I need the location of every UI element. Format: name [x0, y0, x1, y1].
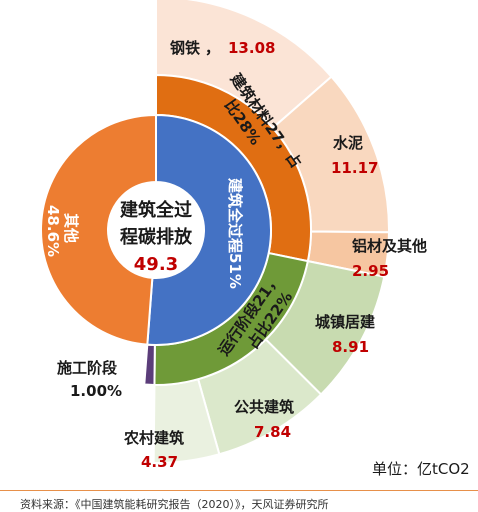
label-construction-value: 1.00% [70, 382, 122, 400]
inner-ring [40, 113, 272, 346]
center-title-line1: 建筑全过 [120, 199, 192, 221]
label-construction-name: 施工阶段 [57, 359, 117, 377]
label-whole-process: 建筑全过程51% [226, 178, 244, 289]
label-other-line1: 其他 [62, 213, 80, 243]
label-rural-value: 4.37 [141, 453, 178, 471]
label-steel-name: 钢铁 [170, 39, 200, 57]
unit-label: 单位：亿tCO2 [372, 460, 470, 478]
label-public-name: 公共建筑 [234, 398, 294, 416]
label-cement-value: 11.17 [331, 159, 378, 177]
source-text: 资料来源：《中国建筑能耗研究报告（2020）》，天风证券研究所 [20, 498, 329, 511]
label-urban-name: 城镇居建 [315, 313, 376, 331]
center-hole [108, 182, 204, 278]
label-steel-sep: ， [205, 39, 220, 57]
center-value: 49.3 [134, 254, 178, 275]
label-other-line2: 48.6% [44, 205, 62, 257]
label-aluminum-name: 铝材及其他 [352, 237, 427, 255]
center-title-line2: 程碳排放 [120, 226, 193, 248]
label-aluminum-value: 2.95 [352, 262, 389, 280]
outer-ring [152, 0, 390, 464]
label-steel-value: 13.08 [228, 39, 275, 57]
label-cement-name: 水泥 [333, 134, 363, 152]
divider [0, 490, 478, 491]
label-urban-value: 8.91 [332, 338, 369, 356]
inner-slice-other [40, 113, 157, 346]
label-public-value: 7.84 [254, 423, 291, 441]
middle-slice-2 [143, 343, 156, 387]
label-rural-name: 农村建筑 [123, 429, 184, 447]
center-disk [108, 182, 204, 278]
